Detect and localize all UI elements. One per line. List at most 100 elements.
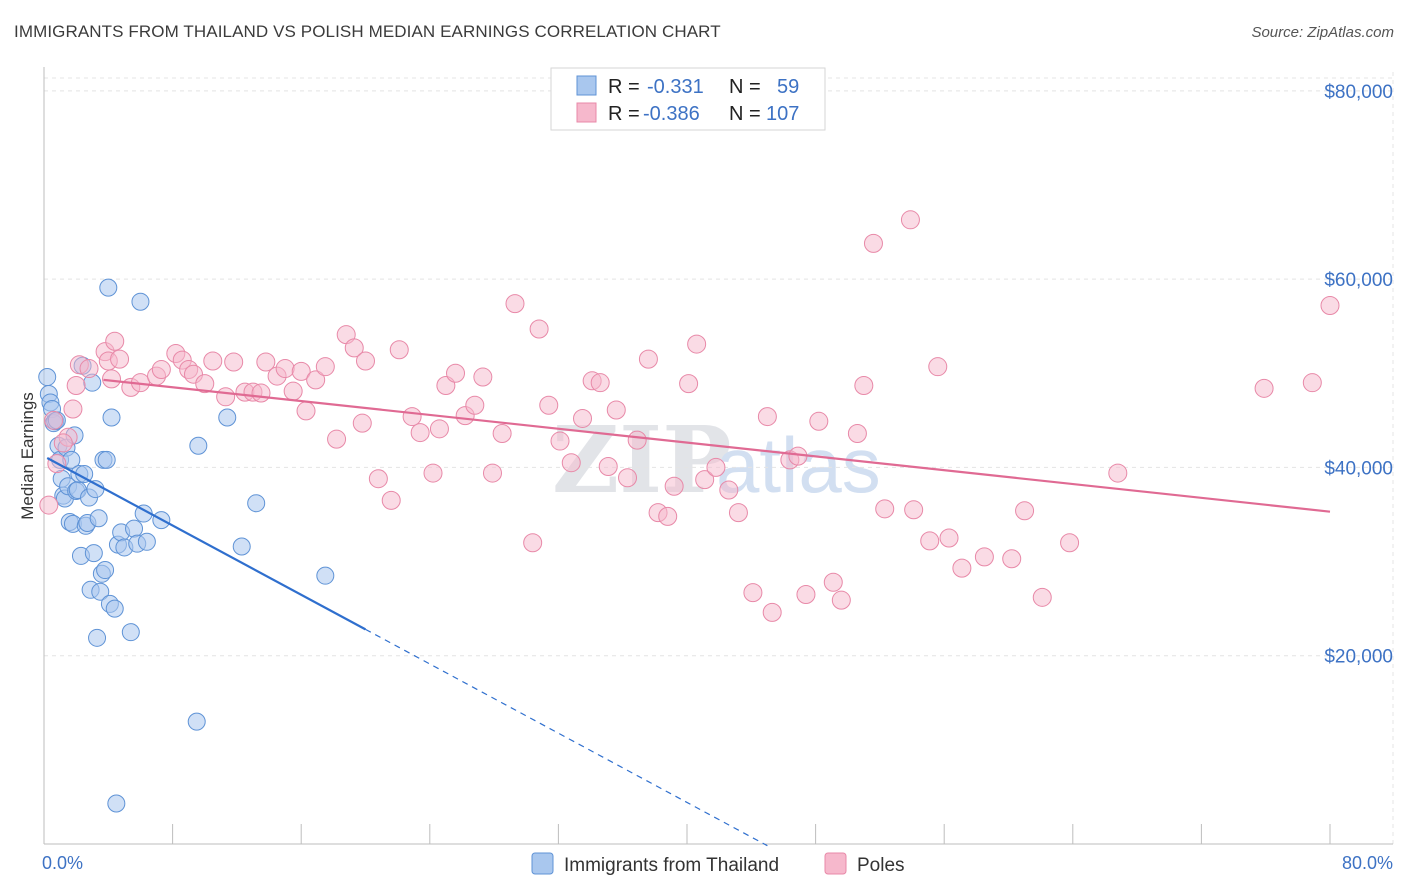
poles-trend-line: [103, 378, 1331, 513]
legend-r-value-poles: -0.386: [643, 103, 700, 125]
poles-point-58: [550, 431, 570, 451]
legend-r-value-thailand: -0.331: [647, 76, 704, 98]
poles-point-97: [1002, 549, 1022, 569]
poles-point-71: [679, 374, 699, 394]
thailand-point-32: [89, 509, 108, 528]
thailand-point-53: [189, 436, 208, 455]
poles-point-20: [195, 374, 215, 394]
poles-point-48: [446, 363, 466, 383]
chart-title: IMMIGRANTS FROM THAILAND VS POLISH MEDIA…: [14, 22, 721, 41]
poles-point-9: [102, 369, 122, 389]
thailand-point-41: [105, 599, 124, 618]
poles-point-4: [66, 376, 86, 396]
legend-n-value-thailand: 59: [777, 76, 799, 98]
poles-point-52: [482, 463, 502, 483]
thailand-point-36: [96, 561, 115, 580]
poles-point-70: [664, 476, 684, 496]
legend-box: [550, 67, 826, 131]
thailand-point-38: [99, 278, 118, 297]
poles-point-56: [529, 319, 549, 339]
bottom-legend-label-poles: Poles: [857, 855, 905, 876]
series-legend: Immigrants from Thailand Poles: [531, 852, 905, 876]
poles-point-82: [796, 585, 816, 605]
thailand-point-31: [88, 628, 107, 647]
poles-point-34: [315, 357, 335, 377]
poles-point-26: [251, 383, 271, 403]
bottom-legend-label-thailand: Immigrants from Thailand: [564, 855, 779, 876]
poles-point-53: [492, 424, 512, 444]
poles-point-51: [473, 367, 493, 387]
poles-point-30: [283, 381, 303, 401]
poles-point-69: [658, 506, 678, 526]
legend-swatch-poles: [576, 102, 597, 123]
thailand-point-48: [131, 292, 150, 311]
y-tick-label-80000: $80,000: [1324, 82, 1393, 103]
legend-n-label-thailand: N =: [729, 76, 761, 98]
thailand-point-58: [107, 794, 126, 813]
poles-point-42: [389, 340, 409, 360]
poles-point-103: [1302, 373, 1322, 393]
poles-point-100: [1060, 533, 1080, 553]
poles-point-96: [974, 547, 994, 567]
poles-point-105: [44, 410, 64, 430]
poles-point-87: [854, 376, 874, 396]
poles-point-93: [928, 357, 948, 377]
poles-point-101: [1108, 463, 1128, 483]
poles-point-43: [402, 407, 422, 427]
thailand-point-54: [218, 408, 237, 427]
poles-point-88: [863, 233, 883, 253]
poles-point-62: [590, 373, 610, 393]
thailand-point-33: [91, 582, 110, 601]
poles-point-66: [627, 430, 647, 450]
poles-point-50: [465, 395, 485, 415]
legend-r-label-poles: R =: [608, 103, 640, 125]
poles-points: [39, 210, 1340, 622]
poles-point-64: [606, 400, 626, 420]
poles-point-98: [1015, 501, 1035, 521]
legend-r-label-thailand: R =: [608, 76, 640, 98]
poles-point-104: [1320, 295, 1340, 315]
poles-point-72: [687, 334, 707, 354]
poles-point-99: [1032, 587, 1052, 607]
poles-point-57: [539, 395, 559, 415]
poles-point-73: [695, 470, 715, 490]
thailand-point-57: [316, 566, 335, 585]
poles-point-90: [900, 210, 920, 230]
poles-point-27: [256, 352, 276, 372]
poles-point-65: [618, 468, 638, 488]
poles-point-39: [356, 351, 375, 371]
thailand-trend-line: [46, 457, 367, 631]
x-tick-label-min: 0.0%: [42, 853, 83, 873]
poles-point-77: [743, 583, 763, 603]
poles-point-0: [39, 495, 59, 515]
poles-point-38: [352, 413, 372, 433]
poles-point-22: [216, 387, 236, 407]
poles-point-41: [381, 490, 401, 510]
poles-point-106: [53, 433, 73, 453]
bottom-legend-swatch-thailand: [531, 852, 554, 875]
poles-point-29: [275, 359, 295, 379]
poles-point-11: [110, 349, 130, 369]
thailand-point-52: [187, 712, 206, 731]
bottom-legend-swatch-poles: [824, 852, 847, 875]
trend-lines: [46, 378, 1331, 847]
x-tick-label-max: 80.0%: [1342, 853, 1393, 873]
poles-point-3: [63, 399, 83, 419]
poles-point-55: [523, 533, 543, 553]
poles-point-92: [920, 531, 940, 551]
poles-point-37: [344, 338, 364, 358]
poles-point-31: [291, 361, 311, 381]
poles-point-63: [598, 456, 618, 476]
poles-point-67: [638, 349, 658, 369]
poles-point-94: [939, 528, 959, 548]
poles-point-95: [952, 558, 972, 578]
y-tick-label-40000: $40,000: [1324, 458, 1393, 479]
poles-point-89: [875, 499, 895, 519]
thailand-point-29: [84, 544, 103, 563]
poles-point-6: [79, 359, 99, 379]
poles-point-32: [296, 401, 316, 421]
poles-point-33: [306, 370, 326, 390]
poles-point-35: [327, 429, 347, 449]
correlation-legend: R = -0.331 N = 59 R = -0.386 N = 107: [550, 67, 826, 131]
poles-point-74: [706, 457, 726, 477]
